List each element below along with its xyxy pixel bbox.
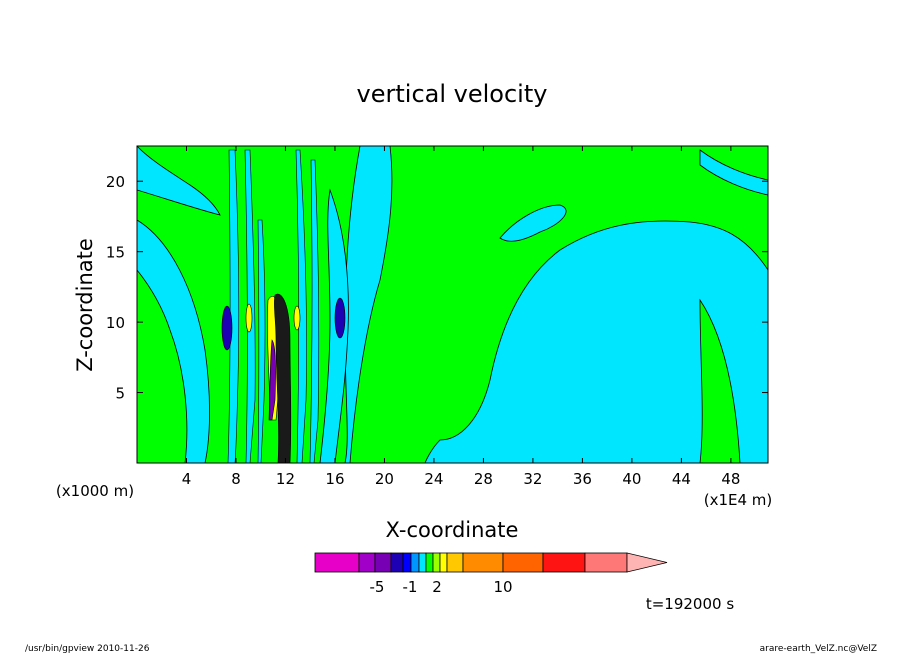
x-axis-label: X-coordinate (386, 518, 519, 542)
colorbar-swatch (446, 552, 464, 573)
contour-region (319, 188, 349, 463)
x-tick-label: 44 (672, 470, 691, 488)
x-axis: 4 8 12 16 20 24 28 32 36 40 44 48 (182, 146, 740, 488)
x-tick-label: 4 (182, 470, 192, 488)
plot-frame (136, 145, 769, 464)
colorbar-swatch (542, 552, 586, 573)
y-axis: 5 10 15 20 (106, 173, 768, 403)
y-tick-label: 10 (106, 314, 125, 332)
x-tick-label: 16 (325, 470, 344, 488)
x-tick-label: 28 (474, 470, 493, 488)
colorbar-swatch (390, 552, 404, 573)
x-tick-label: 40 (622, 470, 641, 488)
chart-title: vertical velocity (357, 80, 548, 108)
contour-region (137, 146, 221, 216)
colorbar-extend-arrow (626, 552, 668, 573)
colorbar-swatch (418, 552, 427, 573)
colorbar-swatch (425, 552, 434, 573)
colorbar-swatch (432, 552, 441, 573)
x-tick-label: 20 (375, 470, 394, 488)
x-unit-right: (x1E4 m) (704, 491, 773, 509)
x-unit-left: (x1000 m) (56, 482, 134, 500)
colorbar-swatch (584, 552, 628, 573)
x-tick-label: 8 (231, 470, 241, 488)
x-tick-label: 48 (721, 470, 740, 488)
footer-left: /usr/bin/gpview 2010-11-26 (25, 644, 150, 654)
contour-region (699, 149, 768, 196)
central-stripes (227, 149, 320, 463)
colorbar-swatch (402, 552, 412, 573)
y-tick-label: 5 (115, 385, 125, 403)
y-tick-label: 20 (106, 173, 125, 191)
contour-region (699, 298, 741, 463)
contour-region (334, 297, 346, 339)
colorbar-tick-label: -1 (403, 578, 418, 596)
colorbar-swatch (462, 552, 504, 573)
contour-field (137, 146, 768, 463)
contour-region (293, 305, 301, 331)
x-tick-label: 24 (424, 470, 443, 488)
x-tick-label: 12 (276, 470, 295, 488)
colorbar-tick-label: -5 (370, 578, 385, 596)
x-tick-label: 32 (523, 470, 542, 488)
contour-region (274, 293, 292, 463)
contour-region (221, 305, 233, 351)
colorbar-swatch (502, 552, 544, 573)
contour-region (245, 303, 253, 333)
colorbar-tick-labels: -5 -1 2 10 (370, 578, 513, 596)
contour-region (349, 146, 768, 463)
y-axis-label: Z-coordinate (73, 238, 97, 372)
colorbar-swatch (439, 552, 448, 573)
colorbar-tick-label: 10 (493, 578, 512, 596)
footer-right: arare-earth_VelZ.nc@VelZ (760, 644, 877, 654)
colorbar-swatch (410, 552, 420, 573)
time-label: t=192000 s (646, 595, 734, 613)
colorbar (314, 552, 668, 573)
contour-region (499, 204, 567, 242)
colorbar-swatch (358, 552, 376, 573)
colorbar-swatch (374, 552, 392, 573)
colorbar-tick-label: 2 (432, 578, 442, 596)
x-tick-label: 36 (573, 470, 592, 488)
y-tick-label: 15 (106, 244, 125, 262)
colorbar-swatch (314, 552, 360, 573)
contour-region (268, 339, 276, 421)
